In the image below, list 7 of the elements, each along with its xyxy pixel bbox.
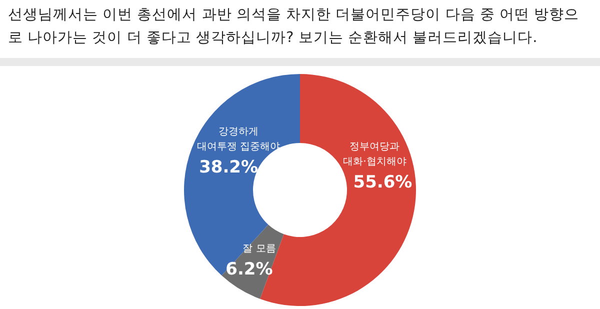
slice-label: 정부여당과 대화·협치해야 — [343, 141, 406, 168]
slice-label: 잘 모름 — [242, 243, 276, 254]
data-label: 38.2% — [199, 157, 258, 178]
donut-slice — [184, 74, 300, 276]
slice-label: 강경하게 대여투쟁 집중해야 — [196, 126, 280, 152]
chart-title: 선생님께서는 이번 총선에서 과반 의석을 차지한 더불어민주당이 다음 중 어떤 방향으로 나아가는 것이 더 좋다고 생각하십니까? 보기는 순환해서 불러드리겠습니다. — [8, 6, 580, 48]
data-label: 55.6% — [353, 172, 412, 192]
